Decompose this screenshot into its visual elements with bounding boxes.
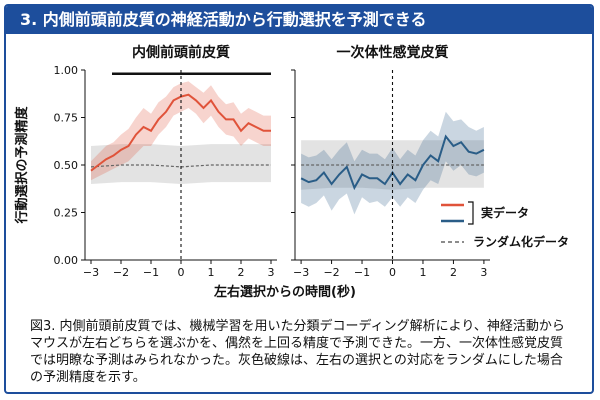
x-tick-label: −1 — [354, 266, 370, 279]
x-tick-label: −3 — [293, 266, 309, 279]
panel-title-1: 内側前頭前皮質 — [132, 44, 230, 61]
x-tick-label: 2 — [450, 266, 457, 279]
x-tick-label: −1 — [143, 266, 159, 279]
y-axis-label: 行動選択の予測精度 — [14, 106, 30, 225]
x-tick-label: 3 — [480, 266, 487, 279]
legend-label-real: 実データ — [481, 205, 529, 220]
confidence-band-real-2 — [301, 111, 484, 215]
x-tick-label: −3 — [83, 266, 99, 279]
figure-caption: 図3. 内側前頭前皮質では、機械学習を用いた分類デコーディング解析により、神経活… — [30, 319, 565, 385]
y-tick-label: 0.75 — [54, 112, 79, 125]
x-tick-label: −2 — [113, 266, 129, 279]
x-axis-label: 左右選択からの時間(秒) — [214, 284, 356, 300]
y-tick-label: 0.00 — [54, 254, 79, 267]
panel-title-2: 一次体性感覚皮質 — [337, 44, 449, 61]
y-tick-label: 0.25 — [54, 207, 79, 220]
x-tick-label: 1 — [208, 266, 215, 279]
confidence-band-real-1 — [91, 81, 271, 181]
x-tick-label: 0 — [389, 266, 396, 279]
x-tick-label: −2 — [323, 266, 339, 279]
confidence-band-random-1 — [91, 144, 271, 184]
y-tick-label: 0.50 — [54, 159, 79, 172]
legend-label-random: ランダム化データ — [473, 234, 569, 249]
x-tick-label: 2 — [238, 266, 245, 279]
x-tick-label: 1 — [419, 266, 426, 279]
figure-frame: 3. 内側前頭前皮質の神経活動から行動選択を予測できる — [4, 4, 594, 394]
x-tick-label: 3 — [268, 266, 275, 279]
legend-bracket — [468, 201, 474, 225]
y-tick-label: 1.00 — [54, 64, 79, 77]
figure-title: 3. 内側前頭前皮質の神経活動から行動選択を予測できる — [6, 6, 592, 34]
x-tick-label: 0 — [178, 266, 185, 279]
